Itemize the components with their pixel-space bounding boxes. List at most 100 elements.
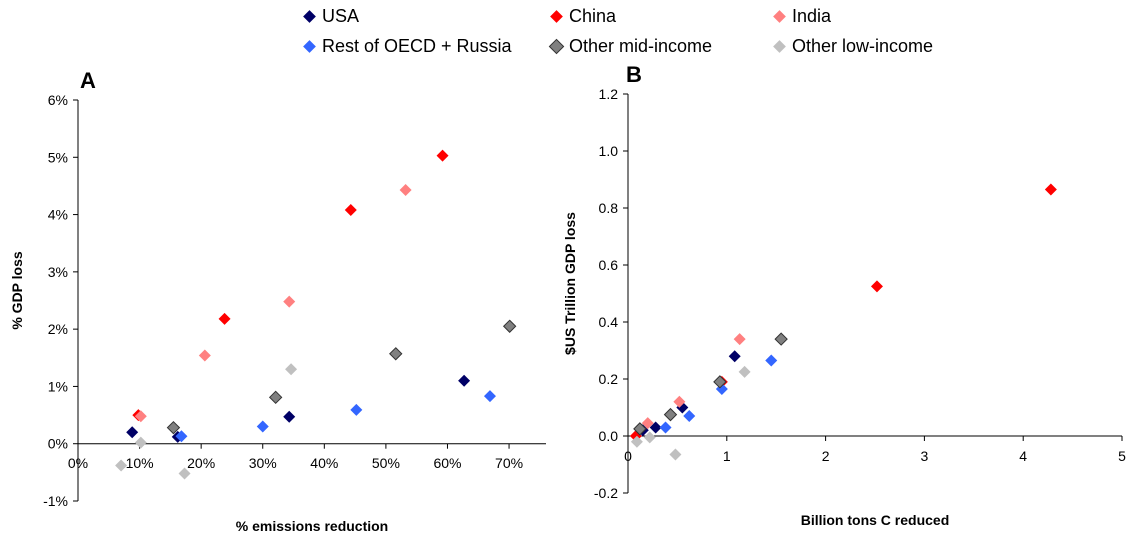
data-point-rest-of-oecd-russia (483, 390, 496, 403)
data-point-other-low-income (630, 435, 643, 448)
legend-label: Other low-income (792, 36, 934, 56)
series-rest-of-oecd-russia (659, 354, 778, 434)
y-tick-label: 0.0 (599, 428, 619, 444)
series-other-mid-income (633, 332, 788, 436)
y-tick-label: -0.2 (594, 485, 618, 501)
x-tick-label: 0 (624, 448, 632, 464)
series-other-low-income (115, 363, 298, 480)
x-tick-label: 3 (921, 448, 929, 464)
data-point-india (283, 295, 296, 308)
series-rest-of-oecd-russia (175, 390, 496, 443)
x-tick-label: 4 (1019, 448, 1027, 464)
data-point-other-mid-income (774, 332, 788, 346)
x-axis-title: % emissions reduction (236, 518, 388, 534)
data-point-usa (283, 410, 296, 423)
y-tick-label: 1.0 (599, 143, 619, 159)
legend-item-usa: USA (303, 6, 360, 27)
legend-item-india: India (773, 6, 832, 27)
legend: USA China India Rest of OECD + Russia Other … (0, 0, 1127, 60)
panel-label: A (80, 68, 96, 93)
data-point-other-low-income (643, 431, 656, 444)
data-point-other-low-income (669, 448, 682, 461)
data-point-other-mid-income (713, 375, 727, 389)
data-point-other-low-income (178, 467, 191, 480)
data-point-other-low-income (115, 459, 128, 472)
legend-item-other-mid-income: Other mid-income (550, 36, 713, 57)
x-tick-label: 60% (433, 455, 461, 471)
series-india (134, 183, 412, 423)
legend-label: India (792, 6, 832, 26)
chart-panel-b: -0.2 0.0 0.2 0.4 0.6 0.8 1.0 1.2 0 1 2 3 4 5 Billion t… (562, 62, 1126, 528)
data-point-other-low-income (285, 363, 298, 376)
series-other-low-income (630, 365, 751, 461)
panel-label: B (626, 62, 642, 87)
legend-label: China (569, 6, 617, 26)
x-tick-label: 40% (310, 455, 338, 471)
x-tick-label: 0% (68, 455, 88, 471)
x-tick-label: 10% (126, 455, 154, 471)
y-tick-label: 0.6 (599, 257, 619, 273)
data-point-rest-of-oecd-russia (350, 403, 363, 416)
x-axis-title: Billion tons C reduced (801, 512, 950, 528)
x-tick-label: 30% (249, 455, 277, 471)
data-point-other-mid-income (633, 422, 647, 436)
x-tick-label: 5 (1118, 448, 1126, 464)
series-usa (126, 374, 471, 443)
x-tick-label: 20% (187, 455, 215, 471)
data-point-usa (126, 426, 139, 439)
chart-panel-a: -1% 0% 1% 2% 3% 4% 5% 6% 0% 10% 20% 30% 40% 50% 60% 70%… (9, 68, 546, 534)
series-other-mid-income (166, 319, 517, 435)
data-point-india (733, 333, 746, 346)
x-tick-label: 70% (495, 455, 523, 471)
y-axis-title: % GDP loss (9, 251, 25, 330)
legend-label: Other mid-income (569, 36, 713, 56)
data-point-india (198, 349, 211, 362)
data-point-other-mid-income (268, 390, 283, 405)
y-tick-label: 3% (48, 264, 68, 280)
series-china (629, 183, 1057, 442)
data-point-china (870, 280, 883, 293)
y-axis-title: $US Trillion GDP loss (562, 212, 578, 355)
data-point-rest-of-oecd-russia (659, 421, 672, 434)
legend-item-rest-of-oecd-russia: Rest of OECD + Russia (303, 36, 512, 57)
data-point-usa (649, 421, 662, 434)
data-point-china (218, 312, 231, 325)
data-point-china (1044, 183, 1057, 196)
y-tick-label: -1% (43, 493, 68, 509)
data-point-india (399, 183, 412, 196)
x-tick-label: 50% (372, 455, 400, 471)
data-point-india (673, 395, 686, 408)
x-tick-label: 2 (822, 448, 830, 464)
y-tick-label: 1% (48, 378, 68, 394)
y-tick-label: 6% (48, 92, 68, 108)
data-point-rest-of-oecd-russia (683, 410, 696, 423)
data-point-rest-of-oecd-russia (256, 420, 269, 433)
data-point-china (436, 149, 449, 162)
data-point-china (344, 203, 357, 216)
legend-label: Rest of OECD + Russia (322, 36, 512, 56)
data-point-rest-of-oecd-russia (765, 354, 778, 367)
data-point-usa (728, 350, 741, 363)
data-point-rest-of-oecd-russia (175, 430, 188, 443)
data-point-other-mid-income (502, 319, 517, 333)
data-point-india (641, 417, 654, 430)
legend-label: USA (322, 6, 360, 26)
data-point-other-low-income (738, 365, 751, 378)
y-tick-label: 0% (48, 436, 68, 452)
y-tick-label: 0.2 (599, 371, 619, 387)
y-tick-label: 0.4 (599, 314, 619, 330)
y-tick-label: 1.2 (599, 86, 619, 102)
legend-item-other-low-income: Other low-income (773, 36, 934, 57)
data-point-other-mid-income (166, 420, 181, 435)
legend-item-china: China (550, 6, 617, 27)
y-tick-label: 4% (48, 207, 68, 223)
y-tick-label: 0.8 (599, 200, 619, 216)
data-point-usa (458, 374, 471, 387)
data-point-other-low-income (134, 436, 147, 449)
data-point-other-mid-income (389, 347, 403, 361)
x-tick-label: 1 (723, 448, 731, 464)
data-point-other-mid-income (663, 407, 678, 422)
y-tick-label: 5% (48, 149, 68, 165)
data-point-india (134, 410, 147, 423)
